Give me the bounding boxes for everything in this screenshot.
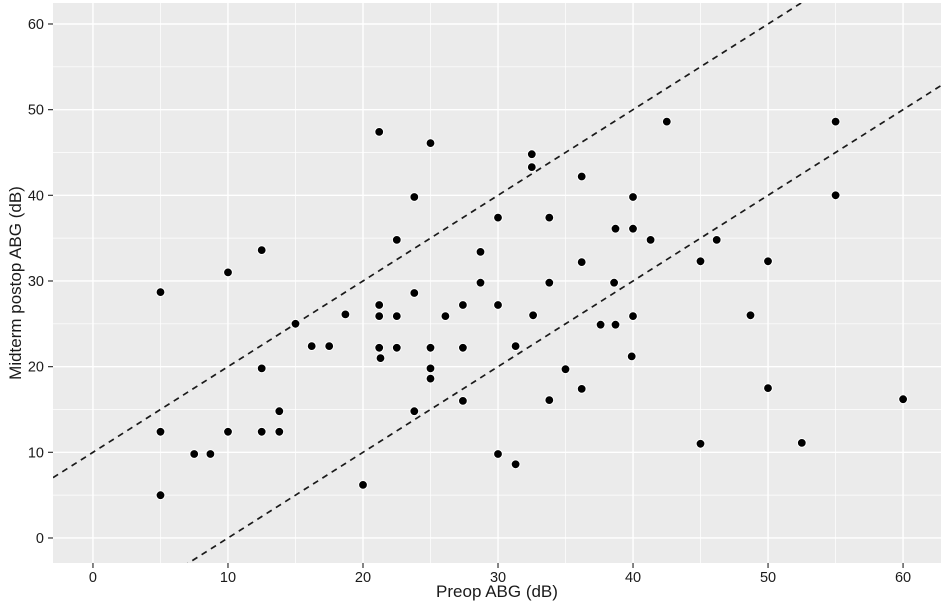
data-point <box>610 319 621 330</box>
y-tick-label: 40 <box>28 188 44 204</box>
data-point <box>324 341 335 352</box>
data-point <box>830 116 841 127</box>
data-point <box>375 353 386 364</box>
data-point <box>425 342 436 353</box>
data-point <box>340 309 351 320</box>
data-point <box>628 223 638 234</box>
y-tick-label: 60 <box>28 17 44 33</box>
data-point <box>306 341 317 352</box>
data-point <box>358 480 368 490</box>
data-point <box>628 311 638 322</box>
data-point <box>595 319 606 330</box>
data-point <box>374 311 385 322</box>
plot-panel <box>53 3 941 563</box>
data-point <box>458 396 468 406</box>
data-point <box>628 192 638 202</box>
data-point <box>155 287 166 298</box>
x-tick-label: 30 <box>490 570 506 586</box>
data-point <box>409 406 420 417</box>
data-point <box>544 395 555 406</box>
data-point <box>374 342 385 353</box>
data-point <box>763 383 773 394</box>
data-point <box>425 373 436 384</box>
data-point <box>510 341 521 352</box>
data-point <box>544 212 555 223</box>
y-tick-label: 20 <box>28 360 44 376</box>
data-point <box>645 235 656 245</box>
x-tick-label: 20 <box>355 570 371 586</box>
data-point <box>610 223 621 234</box>
data-point <box>830 190 841 201</box>
data-point <box>374 126 385 137</box>
data-point <box>374 300 385 310</box>
data-point <box>526 149 537 160</box>
data-point <box>626 351 637 362</box>
x-tick-label: 50 <box>760 570 776 586</box>
data-point <box>223 426 233 437</box>
data-point <box>576 384 587 394</box>
data-point <box>576 257 587 268</box>
y-tick-label: 0 <box>36 531 44 547</box>
x-tick-label: 40 <box>625 570 641 586</box>
data-point <box>560 364 571 375</box>
data-point <box>409 288 420 298</box>
data-point <box>796 438 807 448</box>
data-point <box>256 245 267 256</box>
y-tick-label: 50 <box>28 103 44 119</box>
data-point <box>763 256 773 267</box>
data-point <box>425 138 436 149</box>
data-point <box>661 116 672 127</box>
x-axis-title: Preop ABG (dB) <box>436 582 558 601</box>
data-point <box>493 212 503 223</box>
data-point <box>440 311 451 322</box>
data-point <box>510 459 521 470</box>
data-point <box>256 363 267 374</box>
data-point <box>391 342 402 353</box>
data-point <box>458 342 468 353</box>
data-point <box>475 277 486 288</box>
data-point <box>493 449 503 459</box>
data-point <box>528 310 538 321</box>
data-point <box>458 300 468 310</box>
data-point <box>155 490 166 501</box>
data-point <box>544 277 555 288</box>
data-point <box>274 406 285 417</box>
data-point <box>898 394 908 405</box>
y-tick-label: 30 <box>28 274 44 290</box>
data-point <box>290 318 301 329</box>
y-tick-label: 10 <box>28 445 44 461</box>
data-point <box>391 235 402 245</box>
data-point <box>711 235 722 245</box>
data-point <box>256 426 267 437</box>
data-point <box>475 247 486 257</box>
data-point <box>745 310 756 321</box>
data-point <box>425 363 436 374</box>
data-point <box>223 267 233 278</box>
data-point <box>205 449 216 459</box>
y-axis-title: Midterm postop ABG (dB) <box>6 186 25 380</box>
data-point <box>391 311 402 322</box>
x-tick-label: 0 <box>89 570 97 586</box>
data-point <box>409 192 420 202</box>
data-point <box>493 300 503 310</box>
data-point <box>609 277 619 288</box>
data-point <box>526 162 537 173</box>
x-tick-label: 60 <box>895 570 911 586</box>
data-point <box>274 426 285 437</box>
x-tick-label: 10 <box>220 570 236 586</box>
data-point <box>695 256 706 267</box>
data-point <box>576 171 587 182</box>
data-point <box>695 438 706 449</box>
data-point <box>155 426 166 437</box>
data-point <box>189 449 200 459</box>
